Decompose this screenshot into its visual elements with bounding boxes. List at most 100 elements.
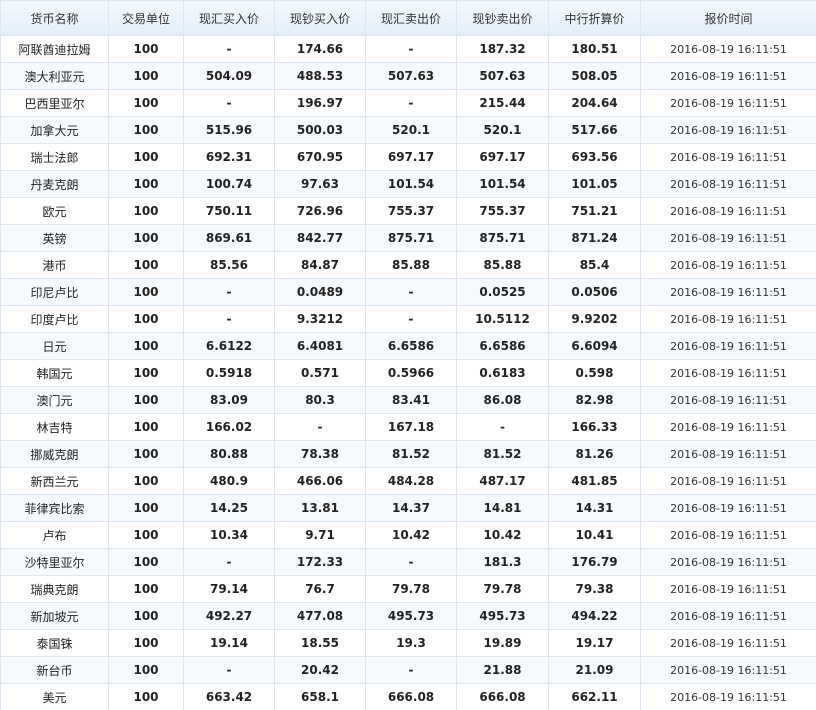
table-cell: 6.6094: [548, 332, 641, 360]
table-cell: 100: [108, 332, 184, 360]
table-cell: 495.73: [456, 602, 549, 630]
table-cell: 0.598: [548, 359, 641, 387]
table-cell: 2016-08-19 16:11:51: [640, 548, 816, 576]
table-cell: 869.61: [183, 224, 275, 252]
table-cell: 2016-08-19 16:11:51: [640, 413, 816, 441]
table-cell: 100: [108, 656, 184, 684]
table-cell: 196.97: [274, 89, 366, 117]
table-cell: 100: [108, 521, 184, 549]
table-cell: 520.1: [456, 116, 549, 144]
table-cell: 6.6586: [456, 332, 549, 360]
table-cell: 100: [108, 278, 184, 306]
column-header: 报价时间: [640, 0, 816, 36]
table-cell: 480.9: [183, 467, 275, 495]
table-cell: 100: [108, 89, 184, 117]
table-cell: 100: [108, 413, 184, 441]
table-cell: 101.54: [365, 170, 457, 198]
table-cell: 751.21: [548, 197, 641, 225]
table-cell: 澳门元: [0, 386, 109, 414]
table-row: 印度卢比 100-9.3212-10.5112 9.9202 2016-08-19 1…: [0, 305, 816, 333]
table-cell: 0.5918: [183, 359, 275, 387]
column-header: 交易单位: [108, 0, 184, 36]
table-cell: 504.09: [183, 62, 275, 90]
table-cell: 663.42: [183, 683, 275, 710]
table-cell: 875.71: [365, 224, 457, 252]
table-cell: 875.71: [456, 224, 549, 252]
table-cell: 2016-08-19 16:11:51: [640, 575, 816, 603]
table-cell: 520.1: [365, 116, 457, 144]
table-cell: 14.25: [183, 494, 275, 522]
table-row: 韩国元 100 0.5918 0.571 0.5966 0.6183 0.598 2016-0…: [0, 359, 816, 387]
table-row: 欧元 100 750.11 726.96 755.37 755.37 751.21 2016-…: [0, 197, 816, 225]
table-cell: 9.71: [274, 521, 366, 549]
table-cell: 100: [108, 35, 184, 63]
table-cell: -: [456, 413, 549, 441]
table-cell: 100: [108, 251, 184, 279]
table-cell: 2016-08-19 16:11:51: [640, 62, 816, 90]
table-row: 瑞士法郎 100 692.31 670.95 697.17 697.17 693.56 201…: [0, 143, 816, 171]
table-cell: 670.95: [274, 143, 366, 171]
column-header: 货币名称: [0, 0, 109, 36]
table-cell: 697.17: [456, 143, 549, 171]
table-cell: 755.37: [456, 197, 549, 225]
table-cell: -: [183, 89, 275, 117]
table-cell: 10.42: [456, 521, 549, 549]
table-cell: 100: [108, 575, 184, 603]
table-cell: 0.0506: [548, 278, 641, 306]
table-cell: 瑞典克朗: [0, 575, 109, 603]
table-cell: 750.11: [183, 197, 275, 225]
table-cell: 100: [108, 359, 184, 387]
table-cell: 755.37: [365, 197, 457, 225]
table-cell: 76.7: [274, 575, 366, 603]
table-cell: 500.03: [274, 116, 366, 144]
table-cell: 19.3: [365, 629, 457, 657]
column-header: 中行折算价: [548, 0, 641, 36]
table-cell: -: [365, 656, 457, 684]
table-cell: 10.34: [183, 521, 275, 549]
table-cell: 挪威克朗: [0, 440, 109, 468]
column-header: 现钞买入价: [274, 0, 366, 36]
table-cell: 181.3: [456, 548, 549, 576]
table-cell: 515.96: [183, 116, 275, 144]
table-cell: 印度卢比: [0, 305, 109, 333]
table-cell: 印尼卢比: [0, 278, 109, 306]
table-cell: 78.38: [274, 440, 366, 468]
table-cell: 492.27: [183, 602, 275, 630]
table-cell: 2016-08-19 16:11:51: [640, 197, 816, 225]
table-cell: 2016-08-19 16:11:51: [640, 602, 816, 630]
table-cell: 欧元: [0, 197, 109, 225]
table-row: 泰国铢 100 19.14 18.55 19.3 19.89 19.17 2016-08-19…: [0, 629, 816, 657]
table-row: 新台币 100-20.42-21.88 21.09 2016-08-19 16:11:…: [0, 656, 816, 684]
table-row: 澳大利亚元 100 504.09 488.53 507.63 507.63 508.05 20…: [0, 62, 816, 90]
table-row: 菲律宾比索 100 14.25 13.81 14.37 14.81 14.31 2016-08…: [0, 494, 816, 522]
table-cell: 100: [108, 62, 184, 90]
table-cell: 巴西里亚尔: [0, 89, 109, 117]
table-cell: 卢布: [0, 521, 109, 549]
table-cell: 6.6586: [365, 332, 457, 360]
table-cell: 100: [108, 170, 184, 198]
table-cell: 204.64: [548, 89, 641, 117]
table-cell: 488.53: [274, 62, 366, 90]
table-row: 林吉特 100 166.02-167.18-166.33 2016-08-19 16:…: [0, 413, 816, 441]
table-cell: 83.41: [365, 386, 457, 414]
table-cell: 166.33: [548, 413, 641, 441]
table-cell: 172.33: [274, 548, 366, 576]
table-cell: 507.63: [365, 62, 457, 90]
table-cell: 2016-08-19 16:11:51: [640, 170, 816, 198]
table-cell: 658.1: [274, 683, 366, 710]
table-cell: 666.08: [456, 683, 549, 710]
table-cell: 495.73: [365, 602, 457, 630]
table-cell: 79.78: [456, 575, 549, 603]
table-cell: 14.31: [548, 494, 641, 522]
table-cell: 2016-08-19 16:11:51: [640, 494, 816, 522]
table-cell: 新台币: [0, 656, 109, 684]
table-cell: 100: [108, 602, 184, 630]
table-cell: 85.56: [183, 251, 275, 279]
table-row: 沙特里亚尔 100-172.33-181.3 176.79 2016-08-19 16…: [0, 548, 816, 576]
table-cell: 10.5112: [456, 305, 549, 333]
table-cell: 477.08: [274, 602, 366, 630]
table-cell: 港币: [0, 251, 109, 279]
table-cell: 484.28: [365, 467, 457, 495]
table-cell: -: [183, 278, 275, 306]
table-cell: 517.66: [548, 116, 641, 144]
